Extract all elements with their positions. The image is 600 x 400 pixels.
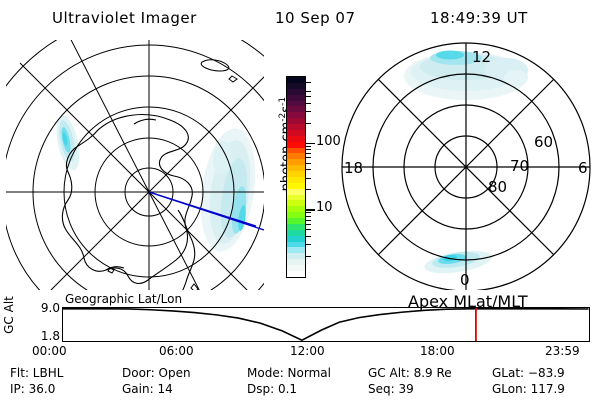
colorbar-band [287, 147, 305, 154]
status-glon: GLon: 117.9 [492, 382, 565, 396]
colorbar-band [287, 259, 305, 265]
colorbar-band [287, 77, 305, 83]
colorbar-panel: photon cm-2s-1 100 10 [265, 40, 341, 290]
colorbar-band [287, 112, 305, 119]
mlt-label-12: 12 [472, 48, 491, 66]
orbit-xtick-1800: 18:00 [420, 344, 455, 358]
orbit-xtick-2359: 23:59 [545, 344, 580, 358]
orbit-xtick-0000: 00:00 [32, 344, 67, 358]
colorbar-tick-marks [306, 76, 336, 278]
colorbar-band [287, 194, 305, 201]
colorbar-band [287, 129, 305, 136]
observation-time: 18:49:39 UT [430, 9, 528, 27]
status-door: Door: Open [122, 366, 191, 380]
status-filter: Flt: LBHL [10, 366, 64, 380]
geo-panel-caption: Geographic Lat/Lon [65, 292, 183, 306]
colorbar-band [287, 118, 305, 124]
orbit-xtick-0600: 06:00 [159, 344, 194, 358]
orbit-ytick-low: 1.8 [40, 329, 60, 343]
colorbar-band [287, 253, 305, 260]
colorbar-label-100: 100 [316, 133, 341, 149]
orbit-y-axis-label: GC Alt [2, 296, 16, 334]
apex-polar-svg: 12 18 6 0 60 70 80 [341, 42, 591, 290]
status-footer: Flt: LBHL IP: 36.0 Door: Open Gain: 14 M… [0, 366, 600, 400]
instrument-title: Ultraviolet Imager [52, 9, 197, 27]
aurora-oval-nightside [424, 250, 492, 274]
colorbar-band [287, 124, 305, 130]
colorbar-band [287, 88, 305, 95]
colorbar-band [287, 141, 305, 148]
colorbar-band [287, 229, 305, 236]
status-seq: Seq: 39 [368, 382, 414, 396]
mlt-spokes [342, 43, 590, 290]
colorbar-band [287, 241, 305, 248]
geo-meridians [6, 40, 264, 290]
colorbar-band [287, 135, 305, 142]
status-mode: Mode: Normal [247, 366, 331, 380]
mlat-label-60: 60 [534, 133, 553, 151]
colorbar-band [287, 188, 305, 195]
colorbar-band [287, 82, 305, 89]
geographic-map-svg [6, 40, 264, 290]
status-ip: IP: 36.0 [10, 382, 56, 396]
mlt-label-18: 18 [344, 159, 363, 177]
colorbar-band [287, 235, 305, 242]
header-bar: Ultraviolet Imager 10 Sep 07 18:49:39 UT [0, 6, 600, 32]
orbit-plot-box [62, 307, 590, 342]
colorbar-band [287, 176, 305, 183]
colorbar-band [287, 94, 305, 101]
orbit-y-ticks: 9.0 1.8 [16, 301, 60, 343]
mlat-label-80: 80 [488, 178, 507, 196]
colorbar-band [287, 218, 305, 224]
status-glat: GLat: −83.9 [492, 366, 565, 380]
colorbar-band [287, 165, 305, 171]
aurora-emission-east [200, 128, 256, 252]
mlt-label-0: 0 [460, 271, 470, 289]
colorbar-band [287, 270, 305, 277]
status-gc-alt: GC Alt: 8.9 Re [368, 366, 452, 380]
mlat-label-70: 70 [510, 157, 529, 175]
aurora-emission-west [56, 115, 80, 171]
southern-islands [107, 59, 238, 290]
colorbar-band [287, 106, 305, 113]
colorbar-band [287, 153, 305, 160]
colorbar-band [287, 171, 305, 177]
orbit-ytick-high: 9.0 [40, 301, 60, 315]
colorbar-band [287, 100, 305, 107]
mag-panel-caption: Apex MLat/MLT [408, 292, 528, 311]
orbit-xtick-1200: 12:00 [290, 344, 325, 358]
colorbar-label-10: 10 [316, 200, 333, 216]
orbit-x-ticks: 00:00 06:00 12:00 18:00 23:59 [0, 344, 600, 360]
colorbar-band [287, 206, 305, 213]
observation-date: 10 Sep 07 [275, 9, 356, 27]
colorbar-band [287, 182, 305, 189]
geographic-map-panel[interactable] [6, 40, 264, 290]
colorbar-band [287, 265, 305, 271]
colorbar-band [287, 159, 305, 166]
colorbar-band [287, 200, 305, 207]
colorbar-band [287, 247, 305, 254]
colorbar-gradient [286, 76, 306, 278]
apex-mlat-mlt-panel[interactable]: 12 18 6 0 60 70 80 [338, 40, 594, 290]
colorbar-band [287, 223, 305, 230]
status-dsp: Dsp: 0.1 [247, 382, 298, 396]
mlt-label-6: 6 [578, 159, 588, 177]
orbit-altitude-panel[interactable]: Geographic Lat/Lon Apex MLat/MLT GC Alt … [0, 292, 600, 358]
status-gain: Gain: 14 [122, 382, 173, 396]
antarctica-coastline [61, 114, 196, 290]
colorbar-band [287, 212, 305, 218]
orbit-altitude-curve [63, 308, 589, 342]
